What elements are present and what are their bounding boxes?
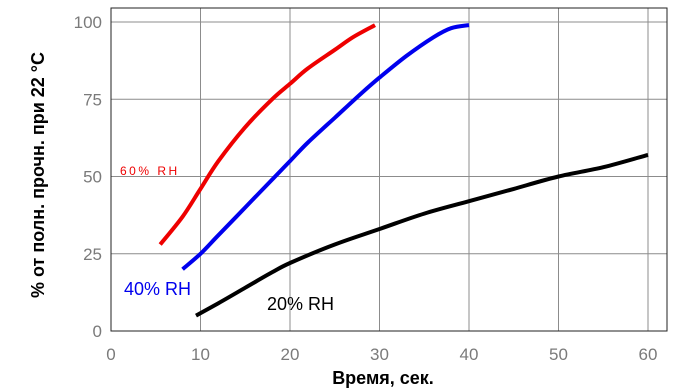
plot-area-frame bbox=[110, 7, 668, 332]
y-axis-title: % от полн. прочн. при 22 °C bbox=[28, 52, 48, 298]
x-tick-label: 60 bbox=[639, 345, 658, 364]
series-line-40-rh bbox=[181, 23, 470, 271]
y-tick-labels: 0 25 50 75 100 bbox=[74, 13, 102, 341]
series-label-60-rh: 60% RH bbox=[120, 164, 180, 178]
x-tick-labels: 0 10 20 30 40 50 60 bbox=[106, 345, 657, 364]
x-tick-label: 20 bbox=[281, 345, 300, 364]
series-label-20-rh: 20% RH bbox=[267, 294, 334, 314]
y-tick-label: 100 bbox=[74, 13, 102, 32]
series-line-60-rh bbox=[158, 23, 376, 246]
x-tick-label: 40 bbox=[460, 345, 479, 364]
y-tick-label: 75 bbox=[83, 90, 102, 109]
series-labels: 60% RH 40% RH 20% RH bbox=[120, 164, 334, 314]
x-axis-title: Время, сек. bbox=[332, 368, 434, 388]
y-tick-label: 25 bbox=[83, 245, 102, 264]
x-tick-label: 30 bbox=[370, 345, 389, 364]
series-label-40-rh: 40% RH bbox=[124, 279, 191, 299]
y-tick-label: 50 bbox=[83, 168, 102, 187]
x-tick-label: 50 bbox=[549, 345, 568, 364]
x-tick-label: 10 bbox=[191, 345, 210, 364]
x-tick-label: 0 bbox=[106, 345, 115, 364]
y-tick-label: 0 bbox=[93, 322, 102, 341]
grid-lines bbox=[111, 8, 667, 331]
data-series bbox=[158, 23, 649, 318]
series-line-20-rh bbox=[195, 152, 649, 318]
